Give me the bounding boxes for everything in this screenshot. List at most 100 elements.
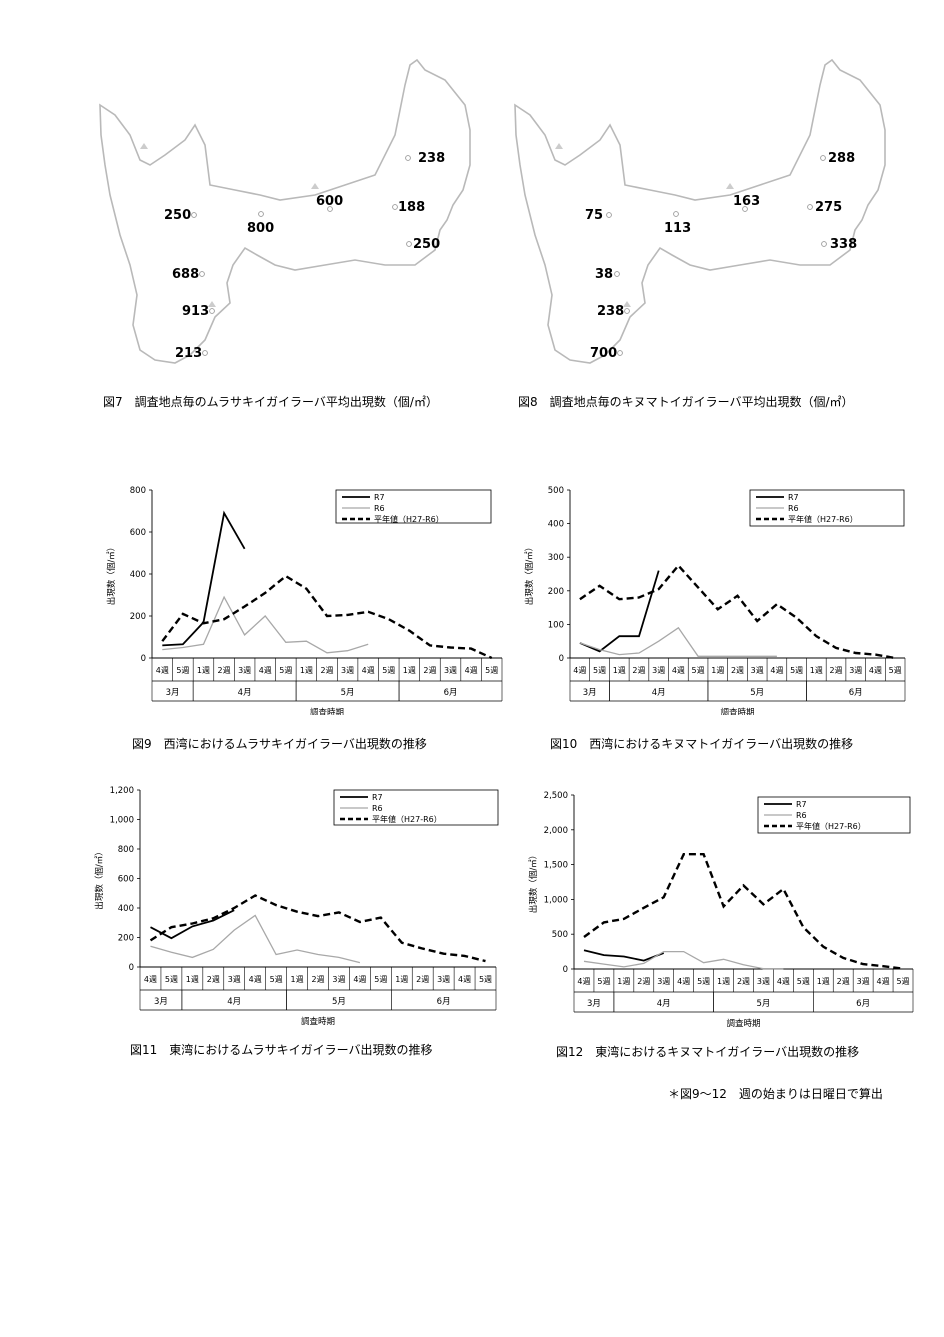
fig8-caption: 図8 調査地点毎のキヌマトイガイラーバ平均出現数（個/㎡） <box>518 395 854 409</box>
week-label: 3週 <box>437 975 450 984</box>
week-label: 5週 <box>485 666 498 675</box>
station-marker <box>673 211 679 217</box>
bay-outline <box>514 58 886 364</box>
week-label: 2週 <box>207 975 220 984</box>
x-axis-title: 調査時期 <box>310 707 344 715</box>
island-mark <box>208 301 216 307</box>
y-tick-label: 200 <box>130 612 146 622</box>
week-label: 4週 <box>877 977 890 986</box>
week-label: 2週 <box>320 666 333 675</box>
week-label: 2週 <box>731 666 744 675</box>
station-marker <box>821 241 827 247</box>
chart-fig10: 0 100 200 300 400 500 4週 5週 1週 2週 3週 4週 5週 1週 2週 3週 4週 5週… <box>524 486 906 715</box>
y-tick-label: 400 <box>130 570 146 580</box>
week-label: 4週 <box>677 977 690 986</box>
y-axis-title: 出現数（個/㎡） <box>528 851 539 913</box>
legend-label: R6 <box>796 811 807 820</box>
month-label: 3月 <box>154 997 168 1007</box>
station-marker <box>614 271 620 277</box>
week-label: 5週 <box>797 977 810 986</box>
week-label: 4週 <box>458 975 471 984</box>
legend-label: 平年値（H27-R6） <box>372 814 442 824</box>
station-value-label: 163 <box>733 194 760 209</box>
week-label: 4週 <box>577 977 590 986</box>
month-label: 6月 <box>437 997 451 1007</box>
y-tick-label: 200 <box>548 587 564 597</box>
week-label: 4週 <box>144 975 157 984</box>
week-label: 5週 <box>896 977 909 986</box>
month-label: 3月 <box>587 999 601 1009</box>
legend-label: R7 <box>372 793 383 802</box>
y-axis-title: 出現数（個/㎡） <box>524 543 535 605</box>
y-tick-label: 0 <box>559 654 564 664</box>
y-tick-label: 1,200 <box>110 786 134 796</box>
week-label: 5週 <box>176 666 189 675</box>
week-label: 1週 <box>300 666 313 675</box>
month-label: 5月 <box>332 997 346 1007</box>
week-label: 5週 <box>790 666 803 675</box>
station-value-label: 338 <box>830 237 857 252</box>
station-value-label: 250 <box>164 208 191 223</box>
week-label: 2週 <box>218 666 231 675</box>
x-axis-title: 調査時期 <box>720 707 754 715</box>
station-value-label: 188 <box>398 200 425 215</box>
week-label: 2週 <box>423 666 436 675</box>
series-r7-line <box>583 949 665 962</box>
week-label: 3週 <box>857 977 870 986</box>
chart-fig11: 0 200 400 600 800 1,000 1,200 4週 5週 1週 2週 3週 4週 5週 1週 2… <box>94 786 499 1025</box>
week-label: 4週 <box>573 666 586 675</box>
legend-label: R7 <box>374 493 385 502</box>
week-label: 5週 <box>697 977 710 986</box>
week-label: 4週 <box>770 666 783 675</box>
month-label: 6月 <box>444 688 458 698</box>
week-label: 1週 <box>291 975 304 984</box>
x-axis-title: 調査時期 <box>301 1016 335 1025</box>
legend-label: R6 <box>374 504 385 513</box>
y-tick-label: 0 <box>141 654 146 664</box>
y-axis-title: 出現数（個/㎡） <box>94 847 105 909</box>
y-tick-label: 1,000 <box>110 816 134 826</box>
station-value-label: 688 <box>172 267 199 282</box>
island-mark <box>140 143 148 149</box>
week-label: 3週 <box>757 977 770 986</box>
month-label: 5月 <box>756 999 770 1009</box>
week-label: 2週 <box>311 975 324 984</box>
island-mark <box>311 183 319 189</box>
fig10-caption: 図10 西湾におけるキヌマトイガイラーバ出現数の推移 <box>550 737 854 751</box>
bay-outline <box>99 58 471 364</box>
week-label: 5週 <box>165 975 178 984</box>
week-label: 3週 <box>238 666 251 675</box>
week-label: 4週 <box>249 975 262 984</box>
x-axis-title: 調査時期 <box>726 1018 760 1029</box>
month-label: 4月 <box>657 999 671 1009</box>
fig12-caption: 図12 東湾におけるキヌマトイガイラーバ出現数の推移 <box>556 1045 860 1059</box>
station-value-label: 288 <box>828 151 855 166</box>
footnote: ＊図9～12 週の始まりは日曜日で算出 <box>668 1087 883 1101</box>
week-label: 3週 <box>228 975 241 984</box>
series-r6-line <box>150 914 361 964</box>
legend-label: 平年値（H27-R6） <box>796 821 866 831</box>
map-fig8: 288 75 113 163 275 338 38 238 700 <box>514 58 886 364</box>
week-label: 2週 <box>829 666 842 675</box>
station-value-label: 600 <box>316 194 343 209</box>
station-marker <box>405 155 411 161</box>
station-value-label: 238 <box>597 304 624 319</box>
y-tick-label: 2,000 <box>544 826 568 836</box>
week-label: 3週 <box>341 666 354 675</box>
station-marker <box>199 271 205 277</box>
station-value-label: 75 <box>585 208 603 223</box>
y-tick-label: 500 <box>552 930 568 940</box>
legend-box <box>335 489 492 524</box>
week-label: 5週 <box>374 975 387 984</box>
week-label: 4週 <box>465 666 478 675</box>
series-r7-line <box>579 570 660 653</box>
week-label: 4週 <box>353 975 366 984</box>
week-label: 2週 <box>632 666 645 675</box>
y-tick-label: 0 <box>563 965 568 975</box>
series-normal-line <box>161 574 493 660</box>
y-tick-label: 200 <box>118 934 134 944</box>
y-tick-label: 1,500 <box>544 861 568 871</box>
island-mark <box>726 183 734 189</box>
week-label: 3週 <box>652 666 665 675</box>
chart-fig12: 0 500 1,000 1,500 2,000 2,500 4週 5週 1週 2週 3週 4週 5週 1週… <box>528 791 914 1029</box>
